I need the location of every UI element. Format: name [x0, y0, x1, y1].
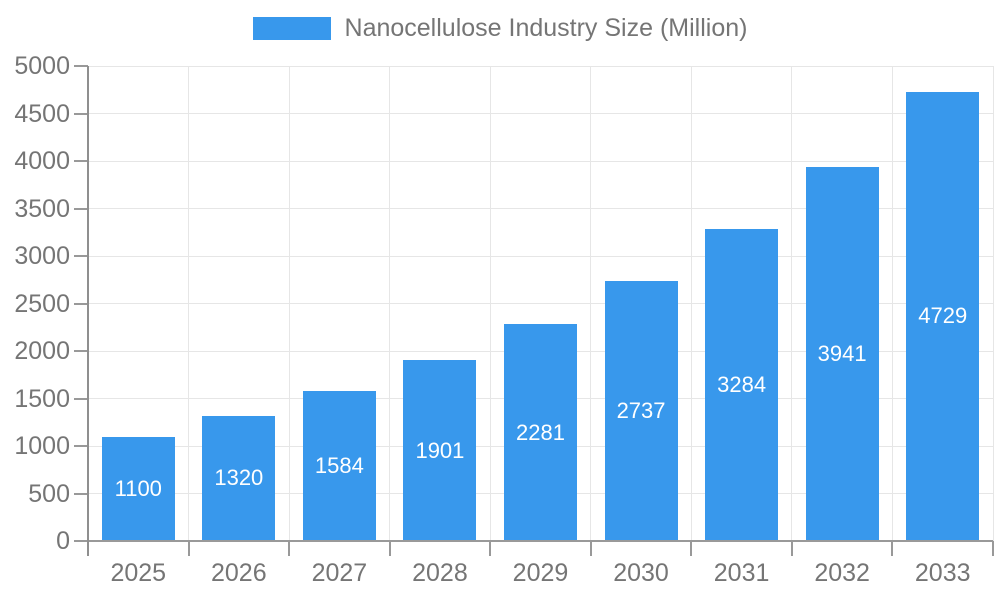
y-axis-tick-label: 4500 — [14, 99, 70, 128]
x-axis-tick — [992, 541, 994, 556]
x-axis-tick — [288, 541, 291, 556]
y-axis-tick — [74, 540, 88, 542]
bar-2032: 3941 — [805, 166, 879, 541]
legend-item[interactable]: Nanocellulose Industry Size (Million) — [252, 14, 748, 43]
x-axis-tick-label: 2027 — [311, 559, 368, 587]
x-axis-tick-label: 2028 — [412, 559, 468, 587]
bar-value-label: 3284 — [717, 372, 767, 397]
y-axis-tick-label: 2000 — [14, 337, 70, 365]
gridline-horizontal — [88, 113, 993, 114]
x-axis-tick-label: 2025 — [110, 559, 167, 587]
x-axis-tick — [790, 541, 793, 556]
gridline-horizontal — [88, 160, 993, 162]
gridline-vertical — [288, 66, 290, 541]
gridline-vertical — [690, 66, 692, 541]
gridline-horizontal — [88, 208, 993, 209]
y-axis-tick — [74, 445, 88, 447]
y-axis-tick — [74, 397, 88, 400]
bar-2025: 1100 — [101, 436, 175, 541]
x-axis-tick-label: 2032 — [814, 559, 870, 587]
gridline-vertical — [791, 66, 793, 541]
bar-value-label: 2737 — [616, 397, 666, 423]
gridline-horizontal — [88, 65, 993, 67]
x-axis-tick-label: 2030 — [613, 559, 669, 587]
bar-2031: 3284 — [705, 229, 779, 541]
x-axis-tick — [891, 541, 894, 556]
bar-value-label: 1320 — [214, 465, 264, 491]
x-axis-tick — [388, 541, 391, 556]
bar-2029: 2281 — [504, 324, 577, 541]
x-axis-tick — [187, 541, 190, 556]
gridline-vertical — [590, 66, 592, 541]
y-axis-tick-label: 3500 — [14, 194, 70, 223]
x-axis-line — [88, 540, 993, 542]
y-axis-tick — [74, 65, 88, 67]
y-axis-tick-label: 1500 — [14, 384, 70, 413]
y-axis-line — [87, 66, 89, 556]
bar-value-label: 3941 — [817, 340, 867, 366]
y-axis-tick — [74, 207, 88, 210]
bar-value-label: 2281 — [516, 419, 565, 445]
y-axis-tick-label: 2500 — [14, 289, 70, 318]
bar-2033: 4729 — [906, 91, 980, 541]
y-axis-tick — [74, 350, 88, 352]
y-axis-tick — [74, 160, 88, 162]
plot-area: 0 500 1000 1500 2000 2500 3000 3500 4000 4500 5000… — [14, 53, 994, 586]
bar-value-label: 4729 — [918, 303, 968, 329]
bar-value-label: 1100 — [114, 475, 162, 501]
x-axis-tick-label: 2031 — [713, 559, 770, 587]
x-axis-tick — [690, 541, 693, 556]
y-axis-tick — [74, 112, 88, 115]
gridline-vertical — [188, 66, 190, 541]
x-axis-tick-label: 2026 — [211, 559, 267, 587]
y-axis-tick-label: 4000 — [14, 147, 70, 175]
y-axis-tick — [74, 255, 88, 257]
y-axis-tick-label: 500 — [28, 479, 70, 508]
gridline-vertical — [891, 66, 893, 541]
y-axis-tick-label: 0 — [56, 527, 70, 555]
x-axis-tick-label: 2033 — [914, 559, 971, 587]
legend-color-swatch — [252, 17, 331, 40]
x-axis-tick — [589, 541, 592, 556]
bar-2026: 1320 — [202, 415, 276, 541]
legend-series-label: Nanocellulose Industry Size (Million) — [344, 14, 748, 42]
bar-2030: 2737 — [604, 280, 678, 541]
y-axis-tick — [74, 492, 88, 495]
x-axis-tick — [489, 541, 492, 556]
bar-value-label: 1584 — [314, 452, 364, 478]
y-axis-tick-label: 3000 — [14, 242, 70, 270]
y-axis-tick-label: 1000 — [14, 432, 70, 460]
gridline-vertical — [489, 66, 491, 541]
bar-value-label: 1901 — [415, 437, 465, 463]
y-axis-tick-label: 5000 — [14, 52, 70, 80]
bar-2028: 1901 — [403, 360, 477, 541]
gridline-horizontal — [88, 255, 993, 257]
chart-legend: Nanocellulose Industry Size (Million) — [0, 14, 1000, 43]
x-axis-tick-label: 2029 — [512, 559, 569, 587]
y-axis-tick — [74, 302, 88, 305]
bar-2027: 1584 — [302, 390, 376, 541]
gridline-horizontal — [88, 303, 993, 304]
gridline-vertical — [389, 66, 391, 541]
gridline-vertical — [992, 66, 994, 541]
